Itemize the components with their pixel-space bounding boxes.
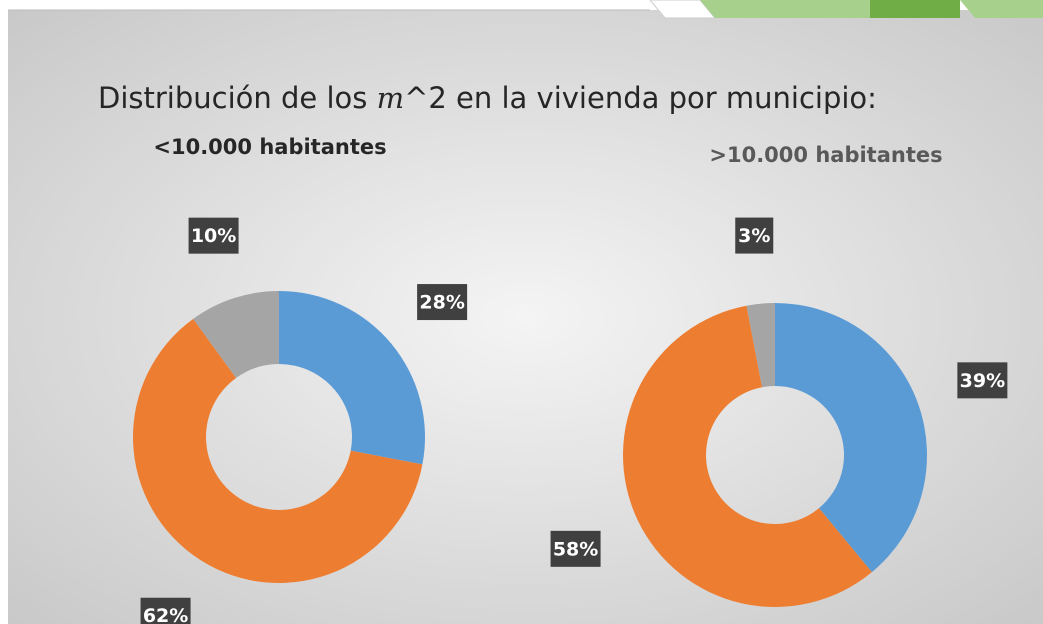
data-label-box — [957, 362, 1008, 399]
donut-slice — [746, 303, 775, 388]
title: Distribución de los m^2 en la vivienda p… — [98, 81, 877, 115]
data-label: 62% — [143, 605, 188, 624]
decor — [870, 0, 960, 18]
decor — [700, 0, 880, 18]
donut-slice — [279, 291, 426, 465]
title-part: m — [377, 81, 405, 115]
donut-slice — [193, 291, 279, 378]
data-label: 10% — [191, 225, 236, 247]
data-label: 3% — [738, 225, 770, 247]
data-label: 28% — [419, 292, 464, 314]
data-label-box — [550, 530, 601, 567]
data-label-box — [417, 284, 468, 321]
donut-slice — [623, 305, 872, 607]
title-part: ^2 en la vivienda por municipio: — [404, 81, 877, 115]
decor — [960, 0, 1043, 18]
chart-subtitle: >10.000 habitantes — [709, 143, 942, 167]
chart-subtitle: <10.000 habitantes — [153, 135, 386, 159]
data-label: 58% — [553, 538, 598, 560]
data-label-box — [188, 217, 239, 254]
data-label: 39% — [960, 370, 1005, 392]
data-label-box — [735, 217, 774, 254]
title-part: Distribución de los — [98, 81, 377, 115]
data-label-box — [140, 597, 191, 624]
donut-slice — [775, 303, 928, 573]
donut-slice — [133, 318, 423, 583]
